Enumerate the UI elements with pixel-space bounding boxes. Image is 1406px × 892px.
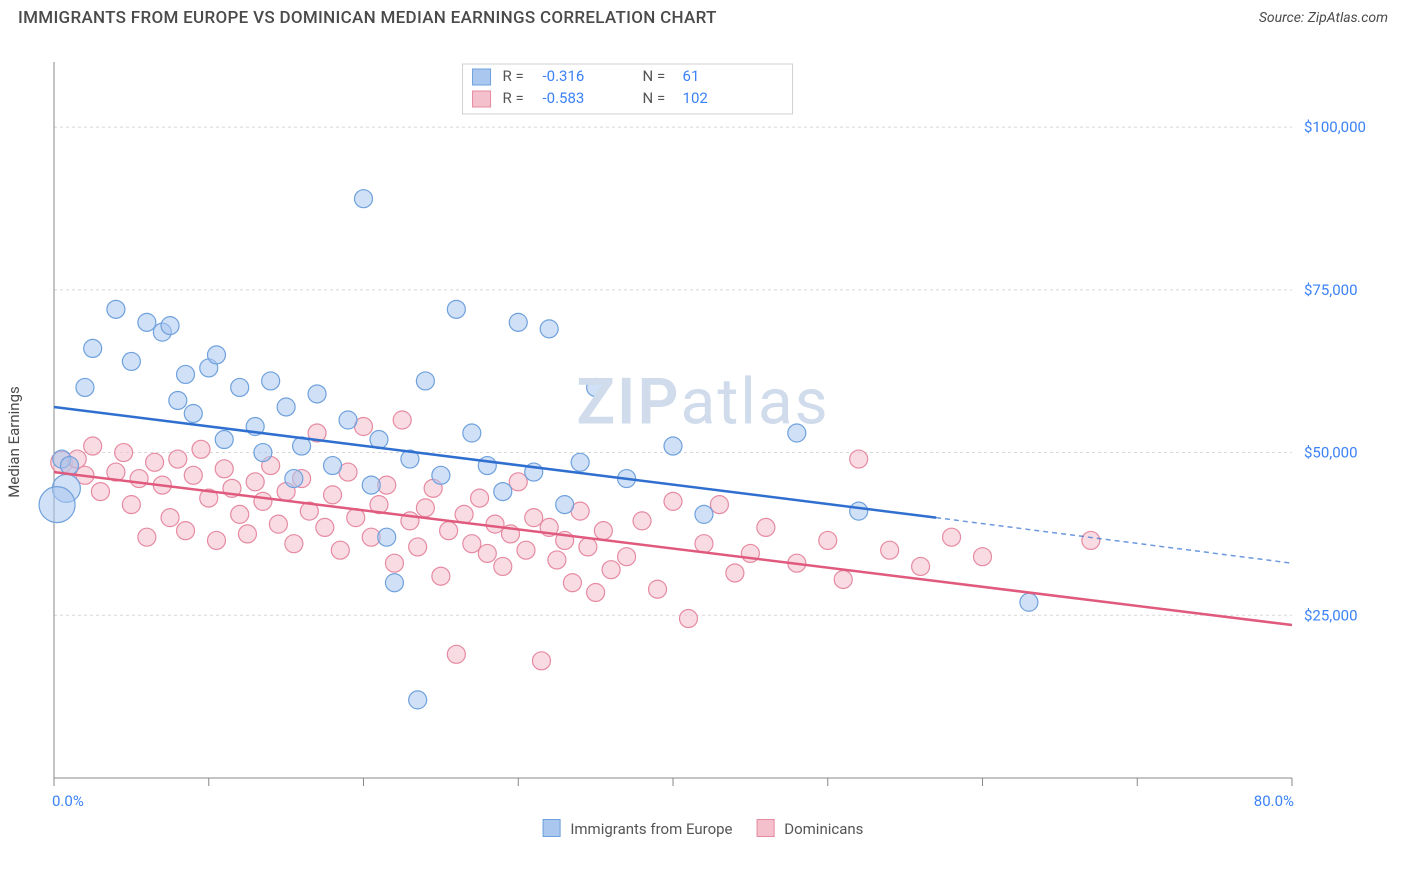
svg-text:102: 102 — [683, 89, 708, 107]
svg-text:$75,000: $75,000 — [1304, 281, 1358, 299]
svg-text:N =: N = — [643, 67, 666, 85]
svg-text:-0.316: -0.316 — [543, 67, 585, 85]
title-bar: IMMIGRANTS FROM EUROPE VS DOMINICAN MEDI… — [0, 0, 1406, 32]
svg-text:61: 61 — [683, 67, 700, 85]
svg-text:0.0%: 0.0% — [52, 792, 84, 810]
swatch-europe — [543, 819, 561, 837]
svg-text:$100,000: $100,000 — [1304, 118, 1366, 136]
legend-label-dominican: Dominicans — [784, 820, 863, 838]
svg-text:N =: N = — [643, 89, 666, 107]
chart-title: IMMIGRANTS FROM EUROPE VS DOMINICAN MEDI… — [18, 8, 717, 28]
swatch-dominican — [757, 819, 775, 837]
source-prefix: Source: — [1259, 10, 1304, 26]
y-axis-label: Median Earnings — [5, 386, 23, 497]
bottom-legend: Immigrants from Europe Dominicans — [543, 819, 864, 838]
svg-text:R =: R = — [503, 89, 524, 107]
svg-text:-0.583: -0.583 — [543, 89, 585, 107]
chart-area: Median Earnings ZIPatlas $25,000$50,000$… — [18, 42, 1388, 842]
scatter-chart: $25,000 $50,000 $75,000 $100,000 0.0% 80.0% R … — [18, 42, 1388, 842]
legend-item-dominican: Dominicans — [757, 819, 864, 838]
legend-label-europe: Immigrants from Europe — [570, 820, 732, 838]
legend-item-europe: Immigrants from Europe — [543, 819, 733, 838]
source-label: Source: ZipAtlas.com — [1259, 10, 1388, 26]
svg-text:R =: R = — [503, 67, 524, 85]
svg-text:$50,000: $50,000 — [1304, 444, 1358, 462]
svg-text:80.0%: 80.0% — [1254, 792, 1294, 810]
source-link[interactable]: ZipAtlas.com — [1308, 10, 1388, 26]
svg-text:$25,000: $25,000 — [1304, 606, 1358, 624]
